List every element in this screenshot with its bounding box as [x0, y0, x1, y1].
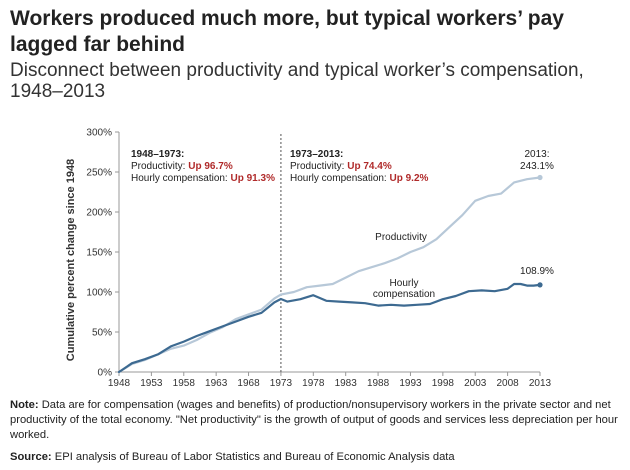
productivity-endpoint [537, 174, 543, 181]
x-tick-label: 1978 [302, 378, 325, 389]
x-tick-label: 2013 [529, 378, 552, 389]
y-tick-label: 50% [92, 328, 112, 339]
x-tick-label: 1993 [399, 378, 422, 389]
y-tick-label: 300% [86, 128, 112, 139]
productivity-end-label-year: 2013: [524, 149, 549, 160]
note-text: Data are for compensation (wages and ben… [10, 399, 618, 441]
chart-title-line2: lagged far behind [10, 33, 186, 56]
x-tick-label: 2008 [496, 378, 519, 389]
period1-productivity: Productivity: Up 96.7% [131, 161, 233, 172]
y-tick-label: 250% [86, 168, 112, 179]
x-tick-label: 1988 [367, 378, 390, 389]
period2-productivity-prefix: Productivity: [290, 161, 347, 172]
chart-title-line1: Workers produced much more, but typical … [10, 7, 564, 30]
compensation-end-label-value: 108.9% [520, 266, 554, 277]
chart-subtitle-line1: Disconnect between productivity and typi… [10, 60, 584, 81]
period1-compensation-prefix: Hourly compensation: [131, 173, 231, 184]
period1-productivity-value: Up 96.7% [188, 161, 233, 172]
y-tick-label: 0% [98, 368, 113, 379]
chart-note: Note: Data are for compensation (wages a… [10, 398, 622, 443]
x-tick-label: 1998 [432, 378, 455, 389]
source-text: EPI analysis of Bureau of Labor Statisti… [51, 451, 455, 463]
compensation-series-label-line1: Hourly [390, 278, 419, 289]
period2-compensation: Hourly compensation: Up 9.2% [290, 173, 429, 184]
period2-title: 1973–2013: [290, 149, 343, 160]
period1-compensation: Hourly compensation: Up 91.3% [131, 173, 275, 184]
productivity-end-label-value: 243.1% [520, 161, 554, 172]
compensation-series-label-line2: compensation [373, 289, 435, 300]
chart-annotations: 1948–1973: Productivity: Up 96.7% Hourly… [131, 149, 554, 300]
period1-productivity-prefix: Productivity: [131, 161, 188, 172]
period1-compensation-value: Up 91.3% [231, 173, 276, 184]
x-tick-label: 1983 [335, 378, 358, 389]
compensation-endpoint [537, 282, 543, 288]
chart-subtitle: Disconnect between productivity and typi… [10, 60, 620, 102]
y-ticks: 0% 50% 100% 150% 200% 250% 300% [86, 128, 119, 379]
compensation-line [117, 282, 542, 374]
x-tick-label: 1963 [205, 378, 228, 389]
x-ticks: 1948 1953 1958 1963 1968 1973 1978 1983 1988 1993… [108, 372, 552, 389]
x-tick-label: 1968 [237, 378, 260, 389]
productivity-line [117, 176, 542, 374]
note-label: Note: [10, 399, 39, 411]
period2-productivity-value: Up 74.4% [347, 161, 392, 172]
source-label: Source: [10, 451, 52, 463]
productivity-compensation-chart: 0%50%100%150%200%250%300% 1948 1953 1958 19… [65, 128, 554, 390]
y-tick-label: 150% [86, 248, 112, 259]
x-tick-label: 1958 [173, 378, 196, 389]
chart-axes: 0%50%100%150%200%250%300% 1948 1953 1958 19… [65, 128, 552, 390]
x-tick-label: 1973 [270, 378, 293, 389]
x-tick-label: 2003 [464, 378, 487, 389]
x-tick-label: 1953 [140, 378, 163, 389]
period2-compensation-prefix: Hourly compensation: [290, 173, 390, 184]
chart-title: Workers produced much more, but typical … [10, 6, 620, 58]
productivity-series-label: Productivity [375, 232, 427, 243]
y-tick-label: 100% [86, 288, 112, 299]
period2-productivity: Productivity: Up 74.4% [290, 161, 392, 172]
y-axis-label: Cumulative percent change since 1948 [65, 159, 77, 361]
chart-subtitle-line2: 1948–2013 [10, 81, 106, 102]
y-tick-label: 200% [86, 208, 112, 219]
x-tick-label: 1948 [108, 378, 131, 389]
chart-source: Source: EPI analysis of Bureau of Labor … [10, 450, 622, 465]
period1-title: 1948–1973: [131, 149, 184, 160]
period2-compensation-value: Up 9.2% [390, 173, 429, 184]
series-lines [117, 174, 543, 374]
